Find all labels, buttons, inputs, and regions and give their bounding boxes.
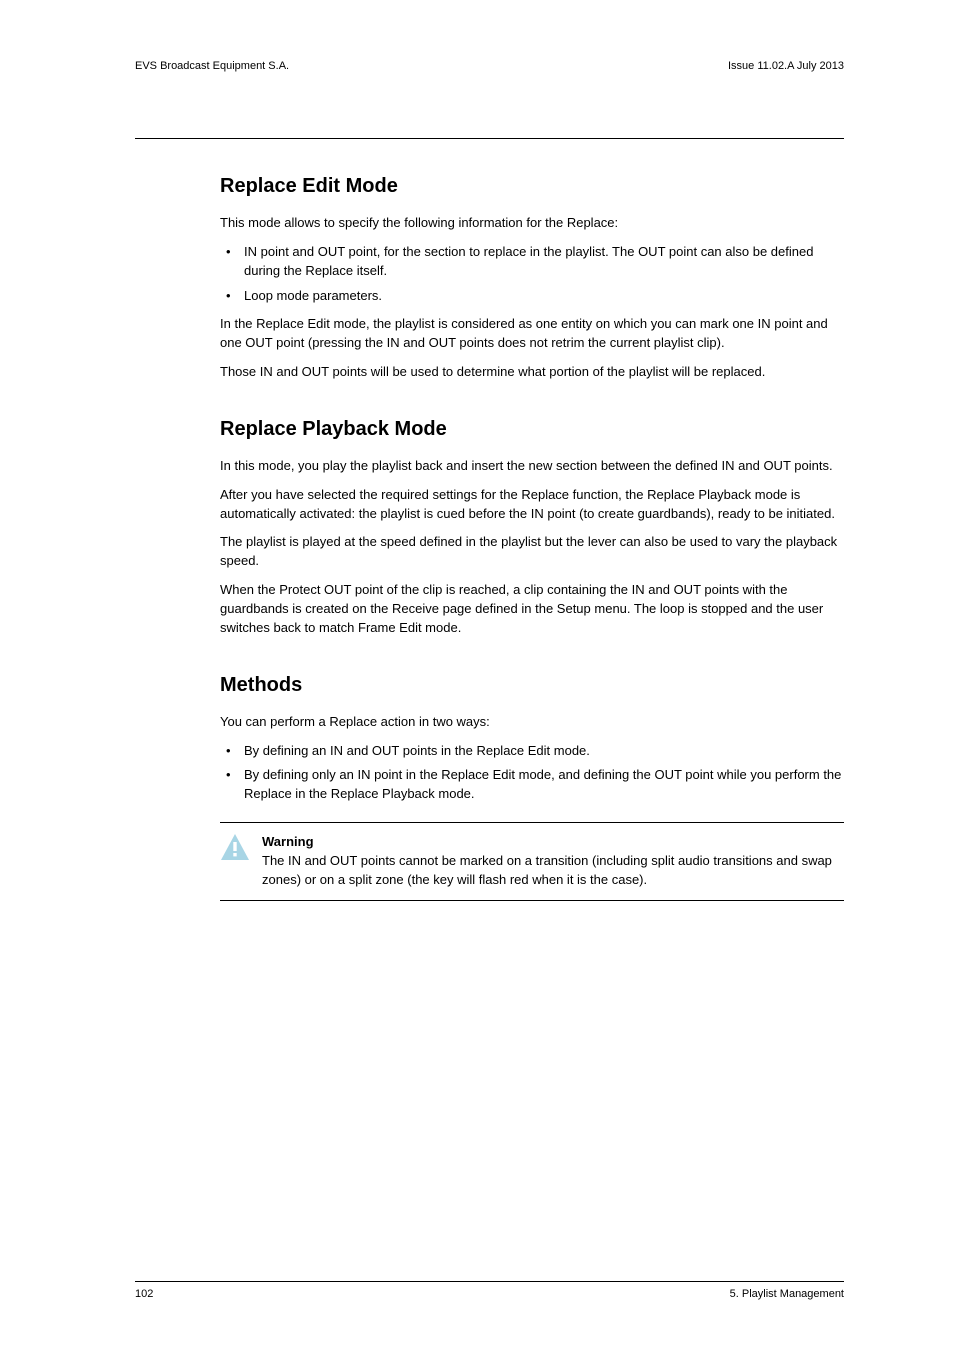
section3-bullets: By defining an IN and OUT points in the … bbox=[220, 742, 844, 805]
footer-row: 102 5. Playlist Management bbox=[135, 1288, 844, 1300]
warning-body: The IN and OUT points cannot be marked o… bbox=[262, 853, 832, 887]
header-left: EVS Broadcast Equipment S.A. bbox=[135, 60, 289, 72]
footer-rule bbox=[135, 1281, 844, 1282]
section2-p3: The playlist is played at the speed defi… bbox=[220, 533, 844, 571]
header-right: Issue 11.02.A July 2013 bbox=[728, 60, 844, 72]
section3-p1: You can perform a Replace action in two … bbox=[220, 713, 844, 732]
content: Replace Edit Mode This mode allows to sp… bbox=[220, 175, 844, 901]
section2-p2: After you have selected the required set… bbox=[220, 486, 844, 524]
footer: 102 5. Playlist Management bbox=[135, 1281, 844, 1300]
footer-section: 5. Playlist Management bbox=[730, 1288, 844, 1300]
warning-icon bbox=[220, 833, 250, 866]
list-item: Loop mode parameters. bbox=[220, 287, 844, 306]
warning-text: Warning The IN and OUT points cannot be … bbox=[262, 833, 844, 890]
header: EVS Broadcast Equipment S.A. Issue 11.02… bbox=[135, 60, 844, 139]
section1-p1: This mode allows to specify the followin… bbox=[220, 214, 844, 233]
warning-callout: Warning The IN and OUT points cannot be … bbox=[220, 822, 844, 901]
list-item: By defining only an IN point in the Repl… bbox=[220, 766, 844, 804]
page: EVS Broadcast Equipment S.A. Issue 11.02… bbox=[0, 0, 954, 1350]
section2-p4: When the Protect OUT point of the clip i… bbox=[220, 581, 844, 638]
list-item: By defining an IN and OUT points in the … bbox=[220, 742, 844, 761]
section2-p1: In this mode, you play the playlist back… bbox=[220, 457, 844, 476]
header-rule bbox=[135, 138, 844, 139]
section1-title: Replace Edit Mode bbox=[220, 175, 844, 198]
section3-title: Methods bbox=[220, 674, 844, 697]
list-item: IN point and OUT point, for the section … bbox=[220, 243, 844, 281]
section1-p3: Those IN and OUT points will be used to … bbox=[220, 363, 844, 382]
section1-bullets: IN point and OUT point, for the section … bbox=[220, 243, 844, 306]
header-row: EVS Broadcast Equipment S.A. Issue 11.02… bbox=[135, 60, 844, 78]
section1-p2: In the Replace Edit mode, the playlist i… bbox=[220, 315, 844, 353]
page-number: 102 bbox=[135, 1288, 153, 1300]
warning-title: Warning bbox=[262, 833, 844, 852]
section2-title: Replace Playback Mode bbox=[220, 418, 844, 441]
